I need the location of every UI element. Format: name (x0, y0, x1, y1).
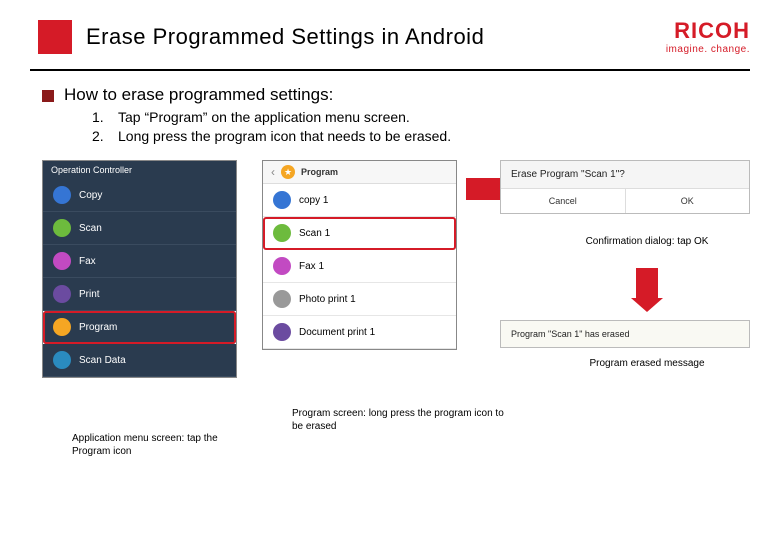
app-menu-item[interactable]: Copy (43, 179, 236, 212)
slide-header: Erase Programmed Settings in Android RIC… (0, 0, 780, 65)
arrow-down-icon (636, 268, 658, 298)
app-menu-screenshot: Operation Controller Copy Scan Fax Print Pro… (42, 160, 237, 378)
program-item-label: copy 1 (299, 195, 328, 206)
brand-block: RICOH imagine. change. (666, 18, 750, 55)
app-menu-item[interactable]: Scan Data (43, 344, 236, 377)
step-1-text: Tap “Program” on the application menu sc… (118, 109, 410, 125)
toast-text: Program "Scan 1" has erased (511, 329, 629, 339)
slide-title: Erase Programmed Settings in Android (86, 24, 666, 50)
menu-item-icon (53, 252, 71, 270)
step-2-num: 2. (92, 128, 118, 144)
brand-name: RICOH (666, 18, 750, 44)
program-item-label: Scan 1 (299, 228, 330, 239)
program-item[interactable]: Fax 1 (263, 250, 456, 283)
title-square-icon (38, 20, 72, 54)
content-area: How to erase programmed settings: 1. Tap… (0, 71, 780, 500)
app-menu-item[interactable]: Fax (43, 245, 236, 278)
back-chevron-icon[interactable]: ‹ (271, 165, 275, 179)
program-list-header: ‹ ★ Program (263, 161, 456, 184)
step-list: 1. Tap “Program” on the application menu… (92, 109, 750, 144)
caption-program-screen: Program screen: long press the program i… (292, 407, 517, 433)
program-item[interactable]: Document print 1 (263, 316, 456, 349)
dialog-title: Erase Program "Scan 1"? (501, 161, 749, 189)
program-star-icon: ★ (281, 165, 295, 179)
menu-item-icon (53, 285, 71, 303)
menu-item-icon (53, 219, 71, 237)
program-item[interactable]: Scan 1 (263, 217, 456, 250)
brand-tagline: imagine. change. (666, 44, 750, 55)
app-menu-header: Operation Controller (43, 161, 236, 179)
program-item-icon (273, 290, 291, 308)
app-menu-item[interactable]: Program (43, 311, 236, 344)
program-item[interactable]: copy 1 (263, 184, 456, 217)
program-list-title: Program (301, 167, 338, 177)
menu-item-label: Scan (79, 223, 102, 234)
app-menu-item[interactable]: Print (43, 278, 236, 311)
menu-item-label: Program (79, 322, 117, 333)
app-menu-title: Operation Controller (51, 165, 132, 175)
program-item-label: Photo print 1 (299, 294, 356, 305)
menu-item-label: Copy (79, 190, 102, 201)
program-list-screenshot: ‹ ★ Program copy 1 Scan 1 Fax 1 Photo print… (262, 160, 457, 350)
menu-item-icon (53, 318, 71, 336)
screenshot-area: Operation Controller Copy Scan Fax Print Pro… (42, 160, 750, 500)
program-item-icon (273, 191, 291, 209)
dialog-cancel-button[interactable]: Cancel (501, 189, 626, 213)
confirm-dialog-screenshot: Erase Program "Scan 1"? Cancel OK (500, 160, 750, 214)
program-item-icon (273, 323, 291, 341)
square-bullet-icon (42, 90, 54, 102)
program-item-label: Document print 1 (299, 327, 375, 338)
app-menu-item[interactable]: Scan (43, 212, 236, 245)
step-2-text: Long press the program icon that needs t… (118, 128, 451, 144)
caption-app-menu: Application menu screen: tap the Program… (72, 432, 222, 458)
dialog-buttons: Cancel OK (501, 189, 749, 213)
menu-item-icon (53, 351, 71, 369)
program-item[interactable]: Photo print 1 (263, 283, 456, 316)
step-1: 1. Tap “Program” on the application menu… (92, 109, 750, 125)
menu-item-label: Print (79, 289, 100, 300)
caption-dialog: Confirmation dialog: tap OK (582, 235, 712, 248)
program-item-icon (273, 257, 291, 275)
howto-heading-row: How to erase programmed settings: (42, 85, 750, 105)
menu-item-label: Scan Data (79, 355, 126, 366)
caption-toast: Program erased message (582, 357, 712, 370)
program-item-icon (273, 224, 291, 242)
howto-heading: How to erase programmed settings: (64, 85, 333, 105)
menu-item-icon (53, 186, 71, 204)
dialog-ok-button[interactable]: OK (626, 189, 750, 213)
step-1-num: 1. (92, 109, 118, 125)
program-item-label: Fax 1 (299, 261, 324, 272)
toast-screenshot: Program "Scan 1" has erased (500, 320, 750, 348)
menu-item-label: Fax (79, 256, 96, 267)
step-2: 2. Long press the program icon that need… (92, 128, 750, 144)
